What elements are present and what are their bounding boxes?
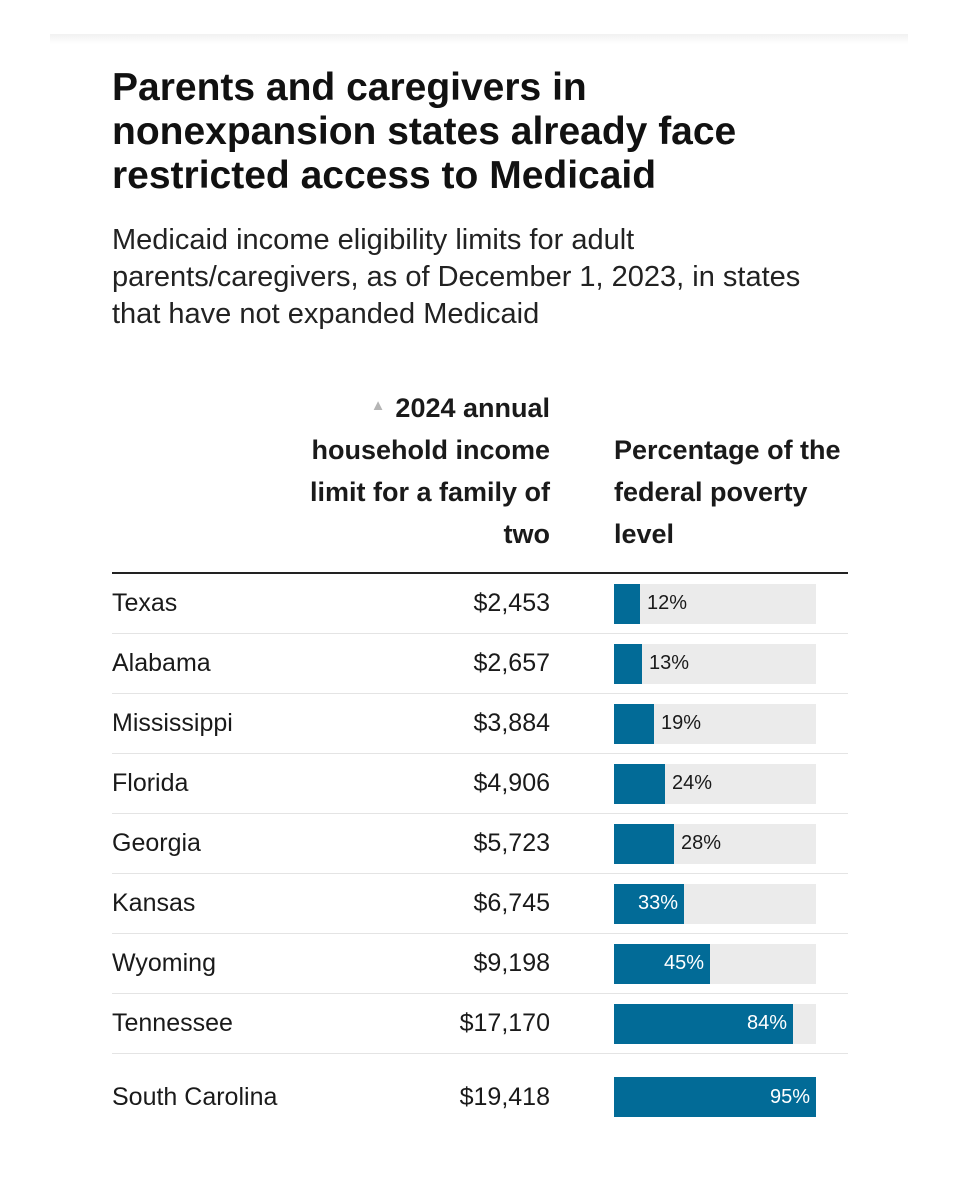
table-body: Texas $2,453 12% Alabama $2,657 13% Mississipp… bbox=[112, 574, 848, 1140]
table-header: ▲ 2024 annual household income limit for … bbox=[112, 390, 848, 574]
income-column-header[interactable]: ▲ 2024 annual household income limit for … bbox=[290, 385, 550, 555]
income-limit: $4,906 bbox=[473, 769, 550, 797]
bar-value-label: 19% bbox=[661, 712, 702, 734]
income-limit: $17,170 bbox=[459, 1009, 550, 1037]
income-limit: $6,745 bbox=[473, 889, 550, 917]
chart-subtitle: Medicaid income eligibility limits for a… bbox=[112, 224, 801, 330]
table-row: Kansas $6,745 33% bbox=[112, 874, 848, 934]
income-limit: $9,198 bbox=[473, 949, 550, 977]
bar-value-label: 24% bbox=[672, 772, 713, 794]
bar-track: 45% bbox=[614, 943, 816, 984]
chart-title: Parents and caregivers in nonexpansion s… bbox=[112, 66, 737, 197]
poverty-level-column-header[interactable]: Percentage of the federal poverty level bbox=[614, 435, 841, 549]
income-limit: $2,657 bbox=[473, 649, 550, 677]
income-limit: $19,418 bbox=[459, 1082, 550, 1111]
table-row: Alabama $2,657 13% bbox=[112, 634, 848, 694]
state-name: Georgia bbox=[112, 829, 201, 857]
bar-track: 33% bbox=[614, 883, 816, 924]
table-row: Texas $2,453 12% bbox=[112, 574, 848, 634]
data-table: ▲ 2024 annual household income limit for … bbox=[112, 390, 848, 1140]
state-name: Tennessee bbox=[112, 1009, 233, 1037]
bar-track: 12% bbox=[614, 583, 816, 624]
income-limit: $3,884 bbox=[473, 709, 550, 737]
bar-track: 28% bbox=[614, 823, 816, 864]
state-name: Mississippi bbox=[112, 709, 233, 737]
table-row: South Carolina $19,418 95% bbox=[112, 1054, 848, 1140]
bar bbox=[614, 703, 654, 744]
table-row: Florida $4,906 24% bbox=[112, 754, 848, 814]
state-name: Texas bbox=[112, 589, 178, 617]
income-limit: $2,453 bbox=[473, 589, 550, 617]
bar-value-label: 13% bbox=[649, 652, 690, 674]
table-row: Georgia $5,723 28% bbox=[112, 814, 848, 874]
state-name: South Carolina bbox=[112, 1082, 278, 1111]
table-row: Tennessee $17,170 84% bbox=[112, 994, 848, 1054]
bar-value-label: 95% bbox=[769, 1085, 810, 1108]
bar-value-label: 84% bbox=[746, 1012, 787, 1034]
triangle-up-icon[interactable]: ▲ bbox=[370, 397, 386, 414]
state-name: Wyoming bbox=[112, 949, 216, 977]
bar-value-label: 33% bbox=[637, 892, 678, 914]
bar-value-label: 45% bbox=[663, 952, 704, 974]
card-top-edge bbox=[50, 34, 908, 44]
bar-track: 84% bbox=[614, 1003, 816, 1044]
bar bbox=[614, 763, 665, 804]
bar-value-label: 12% bbox=[647, 592, 688, 614]
bar bbox=[614, 1077, 816, 1117]
bar-value-label: 28% bbox=[681, 832, 722, 854]
bar bbox=[614, 583, 640, 624]
bar-track: 24% bbox=[614, 763, 816, 804]
bar bbox=[614, 643, 642, 684]
bar bbox=[614, 823, 674, 864]
income-limit: $5,723 bbox=[473, 829, 550, 857]
bar-track: 95% bbox=[614, 1077, 816, 1117]
bar-track: 19% bbox=[614, 703, 816, 744]
bar bbox=[614, 943, 710, 984]
table-row: Wyoming $9,198 45% bbox=[112, 934, 848, 994]
bar bbox=[614, 1003, 793, 1044]
table-row: Mississippi $3,884 19% bbox=[112, 694, 848, 754]
bar bbox=[614, 883, 684, 924]
state-name: Florida bbox=[112, 769, 189, 797]
state-name: Alabama bbox=[112, 649, 211, 677]
state-name: Kansas bbox=[112, 889, 196, 917]
income-column-header-label: 2024 annual household income limit for a… bbox=[309, 393, 550, 549]
bar-track: 13% bbox=[614, 643, 816, 684]
